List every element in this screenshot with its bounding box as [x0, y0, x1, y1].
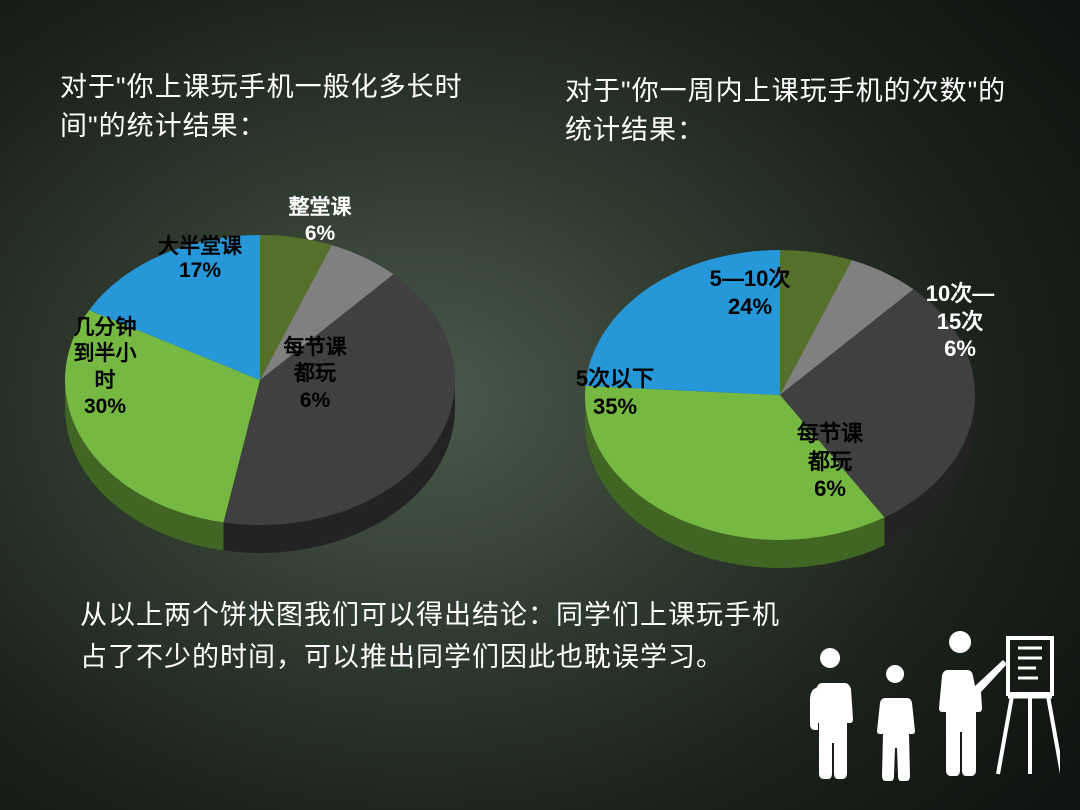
pie-slice-label: 5—10次24% — [710, 265, 791, 320]
heading-left: 对于"你上课玩手机一般化多长时间"的统计结果： — [60, 68, 520, 146]
conclusion-text: 从以上两个饼状图我们可以得出结论：同学们上课玩手机占了不少的时间，可以推出同学们… — [80, 595, 800, 679]
pie-slice-label: 5次以下35% — [576, 365, 654, 420]
pie-slice-label: 每节课都玩6% — [797, 420, 863, 503]
pie-slice-label: 10次—15次6% — [926, 280, 994, 363]
pie-slice-label: 整堂课6% — [289, 195, 352, 248]
heading-right: 对于"你一周内上课玩手机的次数"的统计结果： — [565, 72, 1025, 150]
pie-slice-label: 几分钟到半小时30% — [74, 315, 137, 420]
pie-slice-label: 每节课都玩6% — [284, 335, 347, 414]
silhouette-decoration — [800, 608, 1060, 808]
pie-slice-label: 大半堂课17% — [158, 235, 242, 283]
